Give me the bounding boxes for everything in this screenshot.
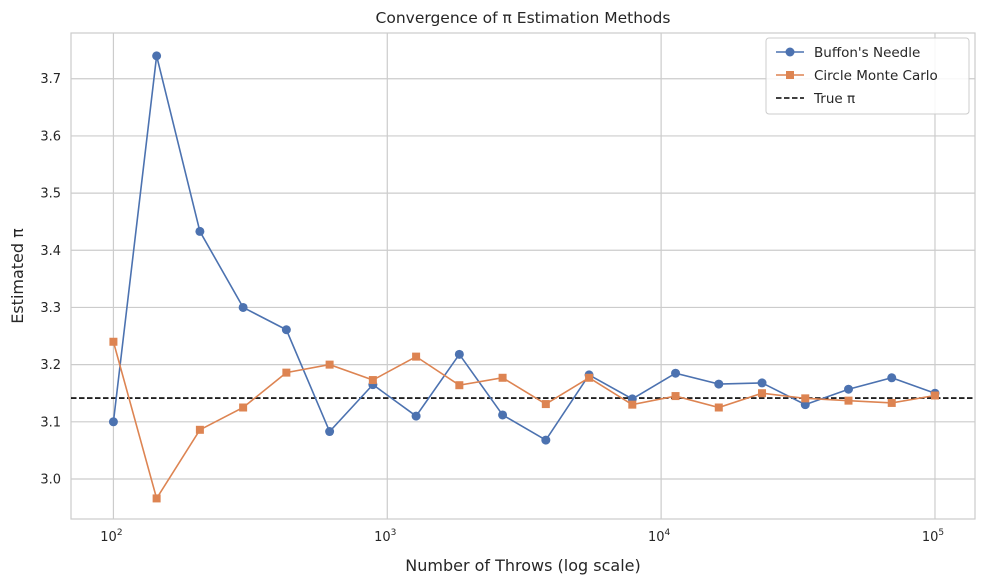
- data-point-buffon: [325, 427, 335, 437]
- data-point-circle: [887, 398, 896, 407]
- legend-marker-buffon: [785, 47, 795, 57]
- data-point-circle: [628, 400, 637, 409]
- data-point-circle: [412, 352, 421, 361]
- data-point-buffon: [498, 410, 508, 420]
- data-point-circle: [239, 403, 248, 412]
- x-axis-label: Number of Throws (log scale): [405, 556, 641, 575]
- data-point-circle: [282, 368, 291, 377]
- chart-title: Convergence of π Estimation Methods: [376, 9, 671, 27]
- data-point-circle: [844, 396, 853, 405]
- data-point-buffon: [152, 51, 162, 61]
- y-tick-label: 3.1: [40, 415, 61, 430]
- data-point-buffon: [411, 411, 421, 421]
- legend-box: [765, 37, 970, 115]
- data-point-buffon: [887, 373, 897, 383]
- y-tick-label: 3.7: [40, 72, 61, 87]
- data-point-buffon: [800, 400, 810, 410]
- data-point-circle: [585, 373, 594, 382]
- series-line-buffon: [112, 55, 936, 442]
- data-point-circle: [671, 392, 680, 401]
- data-point-circle: [758, 389, 767, 398]
- legend-label-circle: Circle Monte Carlo: [814, 68, 938, 84]
- data-point-circle: [368, 376, 377, 385]
- data-point-buffon: [195, 226, 205, 236]
- series-layer: [108, 51, 940, 503]
- data-point-buffon: [281, 325, 291, 335]
- data-point-buffon: [844, 384, 854, 394]
- data-point-circle: [541, 400, 550, 409]
- y-tick-label: 3.5: [40, 187, 61, 202]
- data-point-circle: [325, 360, 334, 369]
- data-point-buffon: [671, 368, 681, 378]
- data-point-buffon: [714, 379, 724, 389]
- y-axis-label: Estimated π: [8, 228, 27, 324]
- data-point-buffon: [541, 435, 551, 445]
- data-point-circle: [930, 391, 939, 400]
- legend: Buffon's Needle Circle Monte Carlo True …: [765, 37, 970, 115]
- y-tick-label: 3.2: [40, 358, 61, 373]
- y-tick-label: 3.0: [40, 472, 61, 487]
- data-point-buffon: [108, 417, 118, 427]
- plot-frame: [70, 32, 976, 520]
- data-point-circle: [714, 403, 723, 412]
- series-line-circle: [112, 341, 936, 501]
- y-tick-label: 3.6: [40, 129, 61, 144]
- legend-label-true-pi: True π: [813, 91, 855, 107]
- data-point-circle: [109, 337, 118, 346]
- data-point-buffon: [238, 302, 248, 312]
- x-tick-label: 103: [374, 528, 396, 545]
- x-tick-label: 104: [648, 528, 671, 545]
- data-point-circle: [498, 373, 507, 382]
- data-point-buffon: [454, 349, 464, 359]
- y-tick-labels: 3.0 3.1 3.2 3.3 3.4 3.5 3.6 3.7: [40, 72, 61, 487]
- legend-label-buffon: Buffon's Needle: [814, 45, 920, 61]
- x-tick-label: 102: [100, 528, 122, 545]
- data-point-circle: [455, 381, 464, 390]
- x-tick-label: 105: [922, 528, 944, 545]
- x-tick-labels: 102 103 104 105: [100, 528, 944, 545]
- data-point-circle: [801, 394, 810, 403]
- legend-marker-circle: [786, 71, 794, 79]
- data-point-circle: [195, 425, 204, 434]
- data-point-circle: [152, 494, 161, 503]
- y-tick-label: 3.4: [40, 244, 61, 259]
- y-tick-label: 3.3: [40, 301, 61, 316]
- data-point-buffon: [757, 378, 767, 388]
- grid: [71, 33, 975, 519]
